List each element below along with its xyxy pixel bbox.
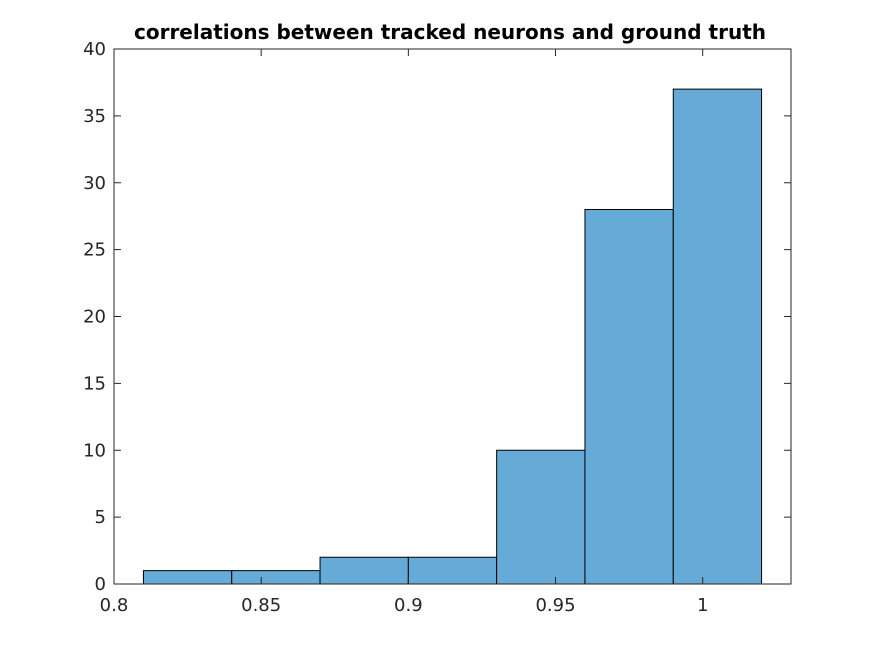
y-tick-label: 20 [83,307,106,328]
y-tick-label: 30 [83,173,106,194]
histogram-bar [142,570,233,585]
x-tick-label: 0.8 [100,595,129,616]
x-tick-label: 1 [697,595,708,616]
y-tick-label: 10 [83,440,106,461]
y-tick-label: 35 [83,106,106,127]
histogram-bar [231,570,321,585]
x-tick-label: 0.9 [394,595,423,616]
y-tick-label: 25 [83,240,106,261]
y-tick-label: 5 [95,507,106,528]
histogram-bar [407,556,498,585]
chart-title: correlations between tracked neurons and… [134,20,766,44]
x-tick-label: 0.85 [241,595,281,616]
histogram-bar [584,209,674,585]
y-tick-label: 40 [83,39,106,60]
x-tick-label: 0.95 [535,595,575,616]
bars-group [142,88,763,585]
histogram-bar [672,88,763,585]
histogram-bar [319,556,409,585]
y-tick-label: 15 [83,373,106,394]
y-tick-label: 0 [95,574,106,595]
histogram-bar [496,449,586,585]
